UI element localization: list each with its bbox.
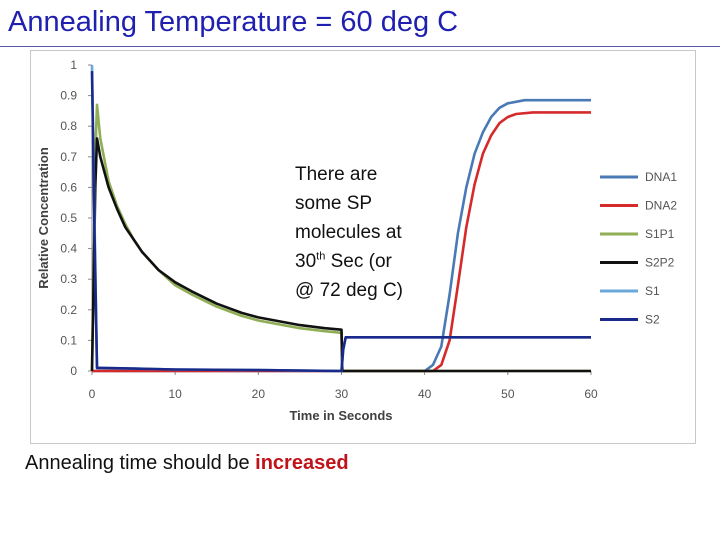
annotation-number: 30 [295, 251, 316, 272]
legend-label: S1P1 [645, 227, 675, 241]
footer-note: Annealing time should be increased [25, 452, 349, 475]
annotation-superscript: th [316, 251, 325, 263]
y-tick-label: 0.4 [60, 242, 77, 256]
x-tick-label: 0 [89, 387, 96, 401]
legend-label: S2P2 [645, 256, 675, 270]
y-tick-label: 0.5 [60, 211, 77, 225]
chart-annotation: There are some SP molecules at 30th Sec … [295, 160, 435, 305]
annotation-line: molecules at [295, 218, 435, 247]
x-tick-label: 60 [584, 387, 598, 401]
x-tick-label: 50 [501, 387, 515, 401]
y-tick-label: 0.9 [60, 89, 77, 103]
x-tick-label: 10 [168, 387, 182, 401]
annotation-line: 30th Sec (or [295, 247, 435, 276]
x-axis-label: Time in Seconds [289, 408, 392, 423]
x-tick-label: 40 [418, 387, 432, 401]
y-tick-label: 0.3 [60, 272, 77, 286]
x-tick-label: 20 [252, 387, 266, 401]
y-axis-label: Relative Concentration [36, 147, 51, 289]
y-tick-label: 0.8 [60, 119, 77, 133]
y-tick-label: 0.7 [60, 150, 77, 164]
chart-legend: DNA1 DNA2 S1P1 S2P2 S1 S2 [600, 170, 677, 327]
annotation-line: There are [295, 160, 435, 189]
legend-label: S1 [645, 284, 660, 298]
legend-label: DNA1 [645, 170, 677, 184]
y-tick-label: 1 [70, 58, 77, 72]
y-tick-label: 0.6 [60, 180, 77, 194]
x-tick-label: 30 [335, 387, 349, 401]
y-tick-label: 0.2 [60, 303, 77, 317]
footer-text: Annealing time should be [25, 452, 255, 474]
annotation-line: some SP [295, 189, 435, 218]
y-tick-label: 0.1 [60, 333, 77, 347]
legend-label: S2 [645, 313, 660, 327]
legend-label: DNA2 [645, 199, 677, 213]
footer-highlight: increased [255, 452, 348, 474]
annotation-text: Sec (or [325, 251, 392, 272]
y-tick-label: 0 [70, 364, 77, 378]
annotation-line: @ 72 deg C) [295, 276, 435, 305]
